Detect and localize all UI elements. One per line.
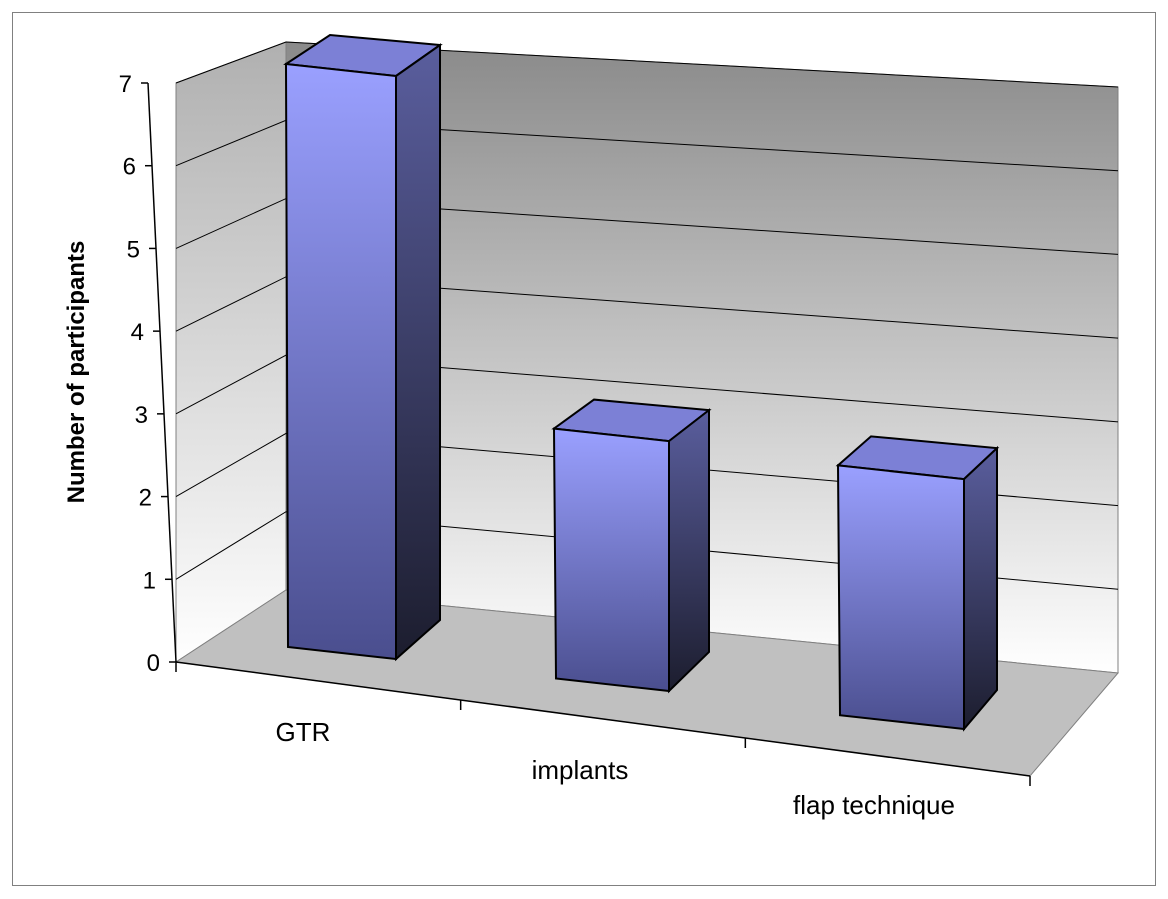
y-tick-label: 5 bbox=[127, 236, 140, 263]
y-tick-label: 4 bbox=[131, 319, 144, 346]
bar-front-face bbox=[284, 62, 397, 661]
x-category-label: implants bbox=[532, 755, 629, 785]
x-category-label: flap technique bbox=[793, 790, 955, 820]
gridline-7 bbox=[175, 41, 1119, 88]
y-tick-label: 3 bbox=[135, 402, 148, 429]
bar-side-face bbox=[668, 408, 710, 694]
y-tick-label: 2 bbox=[139, 485, 152, 512]
y-axis-line bbox=[147, 82, 177, 663]
bar-front-face bbox=[836, 464, 965, 731]
x-axis-line bbox=[175, 661, 1031, 777]
y-tick-label: 1 bbox=[143, 567, 156, 594]
y-tick-label: 6 bbox=[123, 154, 136, 181]
bar-gtr bbox=[283, 33, 443, 662]
bar-side-face bbox=[963, 445, 998, 732]
x-category-labels: GTR implants flap technique bbox=[276, 717, 955, 820]
y-axis-title: Number of participants bbox=[63, 241, 90, 504]
y-tick-labels: 0 1 2 3 4 5 6 7 bbox=[119, 71, 160, 677]
axes bbox=[141, 82, 1031, 786]
y-tick-label: 7 bbox=[119, 71, 132, 98]
y-tick-label: 0 bbox=[147, 650, 160, 677]
bar-side-face bbox=[395, 43, 441, 662]
bar-front-face bbox=[552, 427, 670, 693]
bar-implants bbox=[551, 398, 712, 694]
bar-flap-technique bbox=[835, 435, 1000, 732]
x-category-label: GTR bbox=[276, 717, 331, 747]
bars bbox=[283, 33, 1000, 732]
